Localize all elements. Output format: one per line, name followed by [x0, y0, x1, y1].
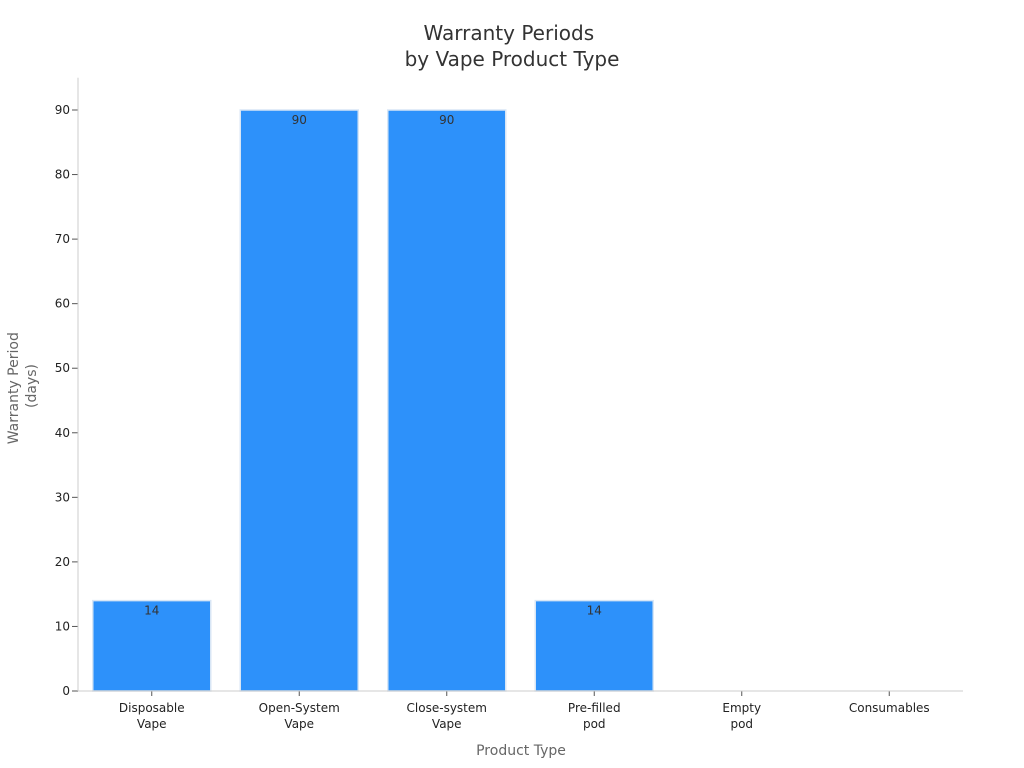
x-tick-label-line: Open-System: [259, 701, 340, 715]
x-tick-label-line: Consumables: [849, 701, 930, 715]
bar: [92, 599, 212, 692]
plot-area: 0 10 20 30 40 50 60 70 80 90 14 Disposable Vape 90 Ope…: [55, 103, 930, 731]
x-tick-label: Disposable Vape: [119, 701, 185, 731]
x-tick-label-line: pod: [730, 717, 753, 731]
x-tick-label-line: Empty: [722, 701, 761, 715]
bar-value-label: 90: [439, 113, 454, 127]
x-axis-title: Product Type: [476, 743, 566, 759]
y-axis-title: Warranty Period (days): [6, 328, 40, 445]
x-tick-label: Pre-filled pod: [568, 701, 621, 731]
x-tick-label: Empty pod: [722, 701, 761, 731]
y-tick-label: 30: [55, 490, 70, 504]
y-tick-label: 20: [55, 555, 70, 569]
chart-title-line-2: by Vape Product Type: [405, 47, 620, 71]
bar: [387, 109, 507, 692]
x-tick-label-line: Close-system: [407, 701, 487, 715]
x-tick-label: Close-system Vape: [407, 701, 487, 731]
bar-value-label: 90: [292, 113, 307, 127]
x-tick-label-line: Vape: [284, 717, 314, 731]
x-tick-label: Open-System Vape: [259, 701, 340, 731]
y-tick-label: 80: [55, 168, 70, 182]
y-tick-label: 60: [55, 297, 70, 311]
bar: [239, 109, 359, 692]
x-tick-label-line: Vape: [432, 717, 462, 731]
x-tick-label-line: Disposable: [119, 701, 185, 715]
y-tick-label: 50: [55, 361, 70, 375]
y-axis-title-line-2: (days): [24, 364, 40, 408]
chart-title: Warranty Periods by Vape Product Type: [405, 21, 620, 71]
y-tick-label: 90: [55, 103, 70, 117]
y-tick-label: 40: [55, 426, 70, 440]
x-tick-label-line: Pre-filled: [568, 701, 621, 715]
x-tick-label-line: pod: [583, 717, 606, 731]
x-tick-label: Consumables: [849, 701, 930, 715]
y-axis-title-line-1: Warranty Period: [6, 332, 22, 444]
y-tick-label: 10: [55, 619, 70, 633]
y-tick-label: 70: [55, 232, 70, 246]
bar-value-label: 14: [144, 604, 159, 618]
bar-value-label: 14: [587, 604, 602, 618]
x-tick-label-line: Vape: [137, 717, 167, 731]
chart-title-line-1: Warranty Periods: [424, 21, 595, 45]
y-tick-label: 0: [62, 684, 70, 698]
